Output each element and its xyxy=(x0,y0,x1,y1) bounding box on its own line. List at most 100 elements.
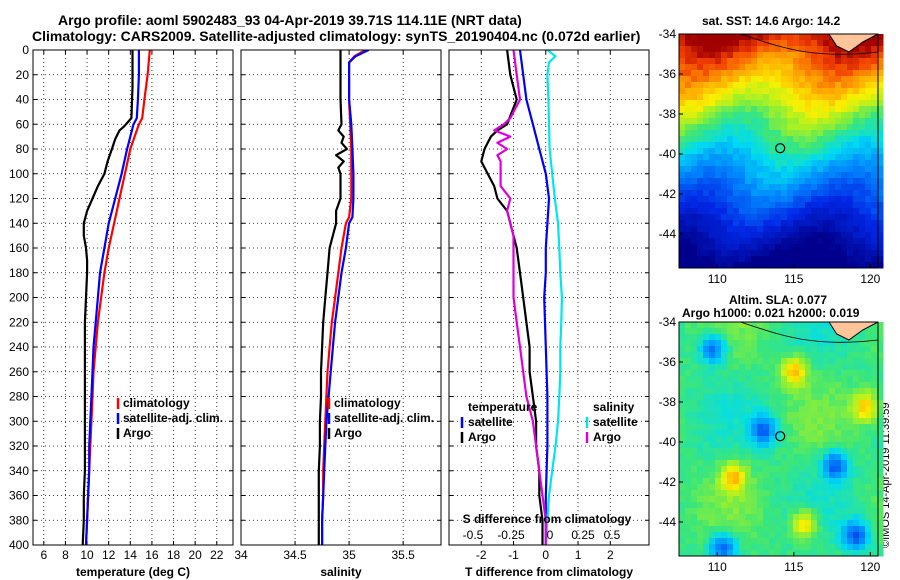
map-cell xyxy=(733,538,740,545)
map-cell xyxy=(739,214,746,221)
map-cell xyxy=(877,124,884,131)
map-cell xyxy=(859,196,866,203)
map-cell xyxy=(679,514,686,521)
map-cell xyxy=(679,58,686,65)
map-cell xyxy=(721,232,728,239)
map-cell xyxy=(805,478,812,485)
map-cell xyxy=(775,262,782,269)
map-cell xyxy=(871,76,878,83)
map-cell xyxy=(733,484,740,491)
map-cell xyxy=(793,34,800,41)
map-cell xyxy=(781,478,788,485)
map-cell xyxy=(853,202,860,209)
map-cell xyxy=(769,232,776,239)
map-cell xyxy=(811,454,818,461)
map-cell xyxy=(853,436,860,443)
map-cell xyxy=(769,478,776,485)
map-cell xyxy=(823,142,830,149)
map-cell xyxy=(709,46,716,53)
map-cell xyxy=(847,526,854,533)
map-cell xyxy=(799,70,806,77)
map-cell xyxy=(775,514,782,521)
map-cell xyxy=(787,34,794,41)
map-cell xyxy=(721,118,728,125)
map-cell xyxy=(805,154,812,161)
map-cell xyxy=(739,208,746,215)
map-cell xyxy=(709,490,716,497)
map-cell xyxy=(691,484,698,491)
map-cell xyxy=(787,124,794,131)
map-cell xyxy=(799,424,806,431)
map-cell xyxy=(679,388,686,395)
map-cell xyxy=(769,436,776,443)
map-cell xyxy=(865,250,872,257)
x-tick-label: 18 xyxy=(167,548,181,562)
map-cell xyxy=(865,388,872,395)
map-cell xyxy=(847,76,854,83)
map-cell xyxy=(721,184,728,191)
map-cell xyxy=(679,88,686,95)
x-tick-label: 6 xyxy=(40,548,47,562)
map-cell xyxy=(763,58,770,65)
map-cell xyxy=(775,64,782,71)
map-cell xyxy=(853,256,860,263)
map-cell xyxy=(703,232,710,239)
map-cell xyxy=(865,448,872,455)
map-cell xyxy=(685,46,692,53)
map-cell xyxy=(763,40,770,47)
figure-title-line1: Argo profile: aoml 5902483_93 04-Apr-201… xyxy=(58,12,522,28)
map-cell xyxy=(757,496,764,503)
map-cell xyxy=(739,46,746,53)
map-cell xyxy=(817,376,824,383)
map-cell xyxy=(685,346,692,353)
map-cell xyxy=(751,346,758,353)
map-cell xyxy=(871,184,878,191)
map-cell xyxy=(877,130,884,137)
map-cell xyxy=(703,250,710,257)
map-cell xyxy=(709,250,716,257)
map-cell xyxy=(817,352,824,359)
map-cell xyxy=(709,412,716,419)
map-cell xyxy=(715,328,722,335)
map-cell xyxy=(697,340,704,347)
map-cell xyxy=(823,118,830,125)
map-cell xyxy=(709,178,716,185)
map-cell xyxy=(847,412,854,419)
map-cell xyxy=(817,202,824,209)
map-cell xyxy=(751,490,758,497)
map-cell xyxy=(829,376,836,383)
map-cell xyxy=(823,496,830,503)
map-cell xyxy=(709,352,716,359)
map-cell xyxy=(805,52,812,59)
map-cell xyxy=(709,190,716,197)
map-cell xyxy=(727,358,734,365)
map-cell xyxy=(823,202,830,209)
map-cell xyxy=(733,112,740,119)
map-cell xyxy=(871,508,878,515)
map-cell xyxy=(733,166,740,173)
map-cell xyxy=(823,172,830,179)
map-cell xyxy=(679,532,686,539)
map-cell xyxy=(745,184,752,191)
map-cell xyxy=(847,262,854,269)
map-cell xyxy=(691,46,698,53)
map-cell xyxy=(853,106,860,113)
map-cell xyxy=(865,82,872,89)
map-cell xyxy=(721,364,728,371)
map-cell xyxy=(877,250,884,257)
map-cell xyxy=(823,328,830,335)
map-cell xyxy=(805,190,812,197)
map-cell xyxy=(757,460,764,467)
map-cell xyxy=(871,472,878,479)
map-cell xyxy=(745,388,752,395)
map-cell xyxy=(853,226,860,233)
map-cell xyxy=(871,418,878,425)
map-cell xyxy=(799,52,806,59)
map-cell xyxy=(727,328,734,335)
map-cell xyxy=(787,136,794,143)
map-cell xyxy=(697,514,704,521)
map-cell xyxy=(835,496,842,503)
map-cell xyxy=(799,34,806,41)
map-cell xyxy=(715,88,722,95)
map-cell xyxy=(793,322,800,329)
